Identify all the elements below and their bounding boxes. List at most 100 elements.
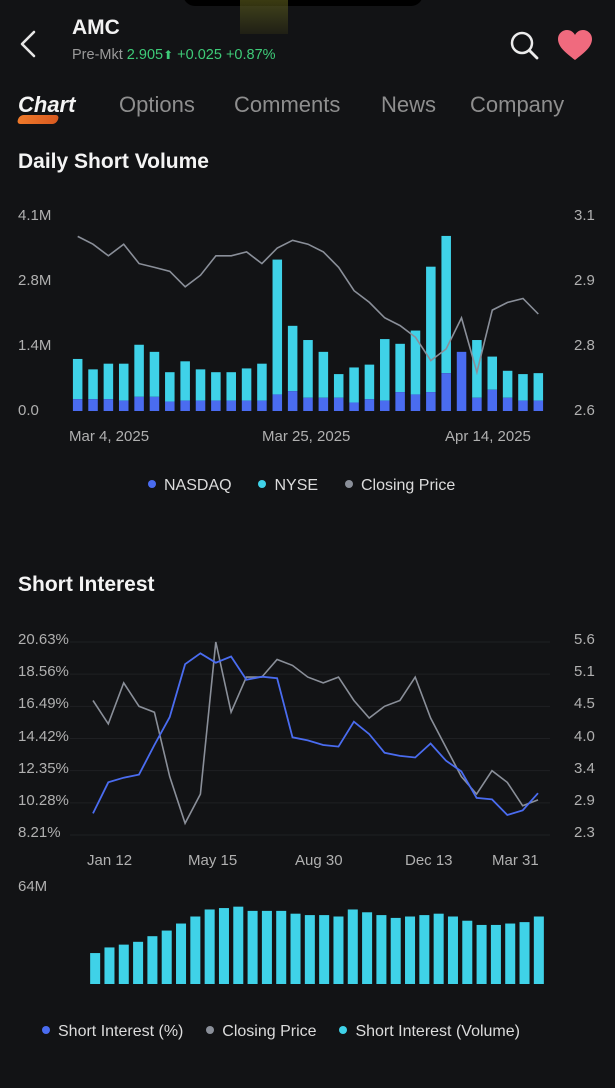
si-x-tick: Jan 12 (87, 852, 133, 869)
short-interest-volume-bar (218, 908, 229, 984)
si-y-left-tick: 20.63% (18, 631, 69, 648)
nyse-bar (333, 374, 344, 398)
dsv-y-right-tick: 2.9 (574, 272, 595, 289)
nasdaq-bar (441, 373, 451, 411)
nasdaq-bar (456, 351, 467, 411)
short-interest-volume-bar (176, 923, 187, 984)
short-interest-volume-bar (419, 915, 430, 984)
closing-price-line (92, 641, 539, 826)
short-interest-volume-bar (276, 910, 287, 984)
nyse-bar (257, 363, 267, 401)
short-interest-volume-bar (290, 913, 301, 984)
nyse-bar (241, 368, 252, 401)
heart-icon[interactable] (556, 28, 594, 62)
short-interest-volume-bar (147, 936, 158, 984)
nasdaq-bar (287, 391, 298, 411)
nasdaq-bar (257, 400, 267, 411)
tab-chart[interactable]: Chart (18, 92, 76, 117)
chevron-left-icon[interactable] (14, 26, 46, 62)
si-y-left-tick: 8.21% (18, 824, 61, 842)
dsv-x-tick: Mar 25, 2025 (262, 428, 351, 445)
nasdaq-bar (318, 397, 329, 411)
nyse-bar (426, 266, 436, 393)
dsv-y-left-tick: 1.4M (18, 337, 52, 354)
si-y-right-tick: 2.9 (574, 792, 595, 809)
dsv-x-tick: Apr 14, 2025 (445, 428, 531, 445)
nyse-bar (380, 339, 390, 401)
nyse-bar (180, 361, 190, 401)
search-icon[interactable] (507, 28, 541, 62)
tab-options[interactable]: Options (119, 92, 195, 117)
premarket-quote: Pre-Mkt 2.905⬆ +0.025 +0.87% (72, 47, 276, 63)
nasdaq-bar (380, 400, 390, 411)
nasdaq-bar (395, 392, 405, 411)
nasdaq-bar (149, 396, 160, 411)
daily-short-volume-title: Daily Short Volume (18, 150, 209, 173)
nasdaq-bar (272, 394, 283, 411)
si-y-right-tick: 5.6 (574, 631, 595, 648)
nyse-bar (518, 374, 528, 401)
dsv-x-tick: Mar 4, 2025 (69, 428, 150, 445)
legend-item-nyse[interactable]: NYSE (258, 477, 318, 494)
short-interest-volume-bar (376, 915, 387, 984)
short-interest-chart[interactable] (0, 630, 615, 845)
si-x-tick: Mar 31 (492, 852, 539, 869)
dsv-y-right-tick: 3.1 (574, 207, 595, 224)
dsv-y-left-tick: 2.8M (18, 272, 52, 289)
nasdaq-bar (518, 400, 528, 411)
nasdaq-bar (180, 400, 190, 411)
nasdaq-bar (72, 399, 83, 411)
nyse-bar (103, 363, 114, 400)
premarket-price: 2.905 (126, 47, 164, 63)
nyse-bar (533, 373, 544, 401)
short-interest-volume-chart[interactable] (0, 890, 615, 985)
dsv-y-left-tick: 0.0 (18, 402, 39, 419)
legend-item-closing-price[interactable]: Closing Price (344, 477, 455, 494)
nasdaq-bar (364, 399, 375, 411)
nyse-bar (195, 369, 206, 401)
legend-item-short-interest-volume[interactable]: Short Interest (Volume) (339, 1023, 520, 1040)
tab-company[interactable]: Company (470, 92, 565, 117)
short-interest-volume-bar (261, 910, 272, 984)
short-interest-volume-bar (519, 922, 530, 984)
short-interest-volume-bar (304, 915, 315, 984)
nasdaq-bar (533, 400, 544, 411)
status-indicator (240, 0, 288, 34)
legend-item-short-interest-pct[interactable]: Short Interest (%) (42, 1023, 183, 1040)
short-interest-volume-bar (347, 909, 358, 984)
nasdaq-bar (410, 394, 421, 411)
tab-comments[interactable]: Comments (234, 92, 341, 117)
nasdaq-bar (118, 400, 129, 411)
nyse-bar (165, 372, 175, 402)
si-y-left-tick: 18.56% (18, 663, 69, 681)
nasdaq-bar (88, 399, 98, 411)
nyse-bar (149, 351, 160, 397)
short-interest-volume-bar (490, 924, 501, 984)
arrow-up-icon: ⬆ (163, 48, 174, 62)
nyse-bar (134, 344, 144, 397)
nasdaq-bar (103, 399, 114, 411)
short-interest-volume-bar (190, 916, 201, 984)
nyse-bar (395, 343, 405, 393)
daily-short-volume-chart[interactable] (0, 200, 615, 420)
short-interest-volume-bar (247, 910, 258, 984)
short-interest-volume-bar (447, 916, 458, 984)
legend-item-nasdaq[interactable]: NASDAQ (148, 477, 232, 494)
short-interest-volume-bar (161, 930, 172, 984)
legend-item-closing-price[interactable]: Closing Price (206, 1023, 317, 1040)
nasdaq-bar (134, 396, 144, 411)
si-y-left-tick: 12.35% (18, 759, 69, 777)
nasdaq-bar (472, 397, 482, 411)
nyse-bar (72, 358, 83, 400)
tab-news[interactable]: News (381, 92, 437, 117)
si-y-left-tick: 16.49% (18, 695, 69, 713)
closing-price-line (77, 235, 539, 376)
short-interest-volume-bar (104, 947, 115, 984)
session-label: Pre-Mkt (72, 47, 123, 63)
si-y-left-tick: 14.42% (18, 727, 69, 745)
short-interest-volume-bar (476, 924, 487, 984)
si-y-right-tick: 4.5 (574, 695, 595, 713)
short-interest-volume-bar (390, 917, 401, 984)
si-volume-top-label: 64M (18, 878, 48, 895)
nyse-bar (410, 330, 421, 395)
